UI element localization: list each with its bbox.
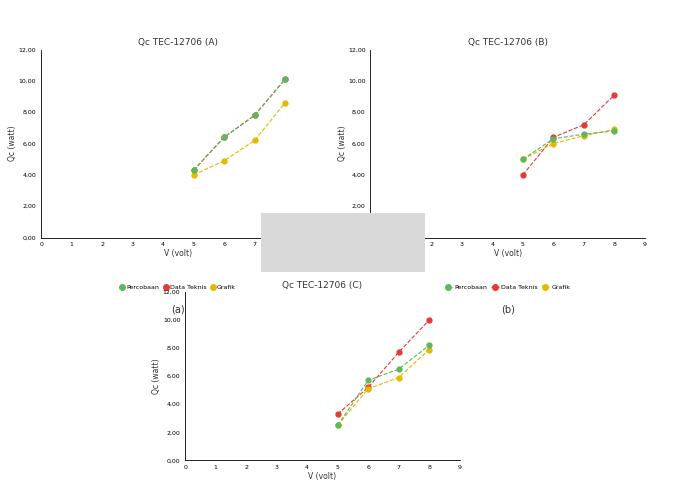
X-axis label: V (volt): V (volt) bbox=[165, 249, 192, 258]
Y-axis label: Qc (watt): Qc (watt) bbox=[338, 126, 346, 161]
Legend: Percobaan, Data Teknis, Grafik: Percobaan, Data Teknis, Grafik bbox=[118, 282, 239, 293]
Title: Qc TEC-12706 (A): Qc TEC-12706 (A) bbox=[139, 38, 218, 48]
Text: (a): (a) bbox=[172, 304, 185, 314]
Y-axis label: Qc (watt): Qc (watt) bbox=[152, 358, 161, 394]
Title: Qc TEC-12706 (B): Qc TEC-12706 (B) bbox=[468, 38, 547, 48]
X-axis label: V (volt): V (volt) bbox=[309, 472, 336, 481]
X-axis label: V (volt): V (volt) bbox=[494, 249, 521, 258]
Text: (b): (b) bbox=[501, 304, 514, 314]
Legend: Percobaan, Data Teknis, Grafik: Percobaan, Data Teknis, Grafik bbox=[442, 282, 573, 293]
Title: Qc TEC-12706 (C): Qc TEC-12706 (C) bbox=[283, 281, 362, 290]
Y-axis label: Qc (watt): Qc (watt) bbox=[8, 126, 17, 161]
